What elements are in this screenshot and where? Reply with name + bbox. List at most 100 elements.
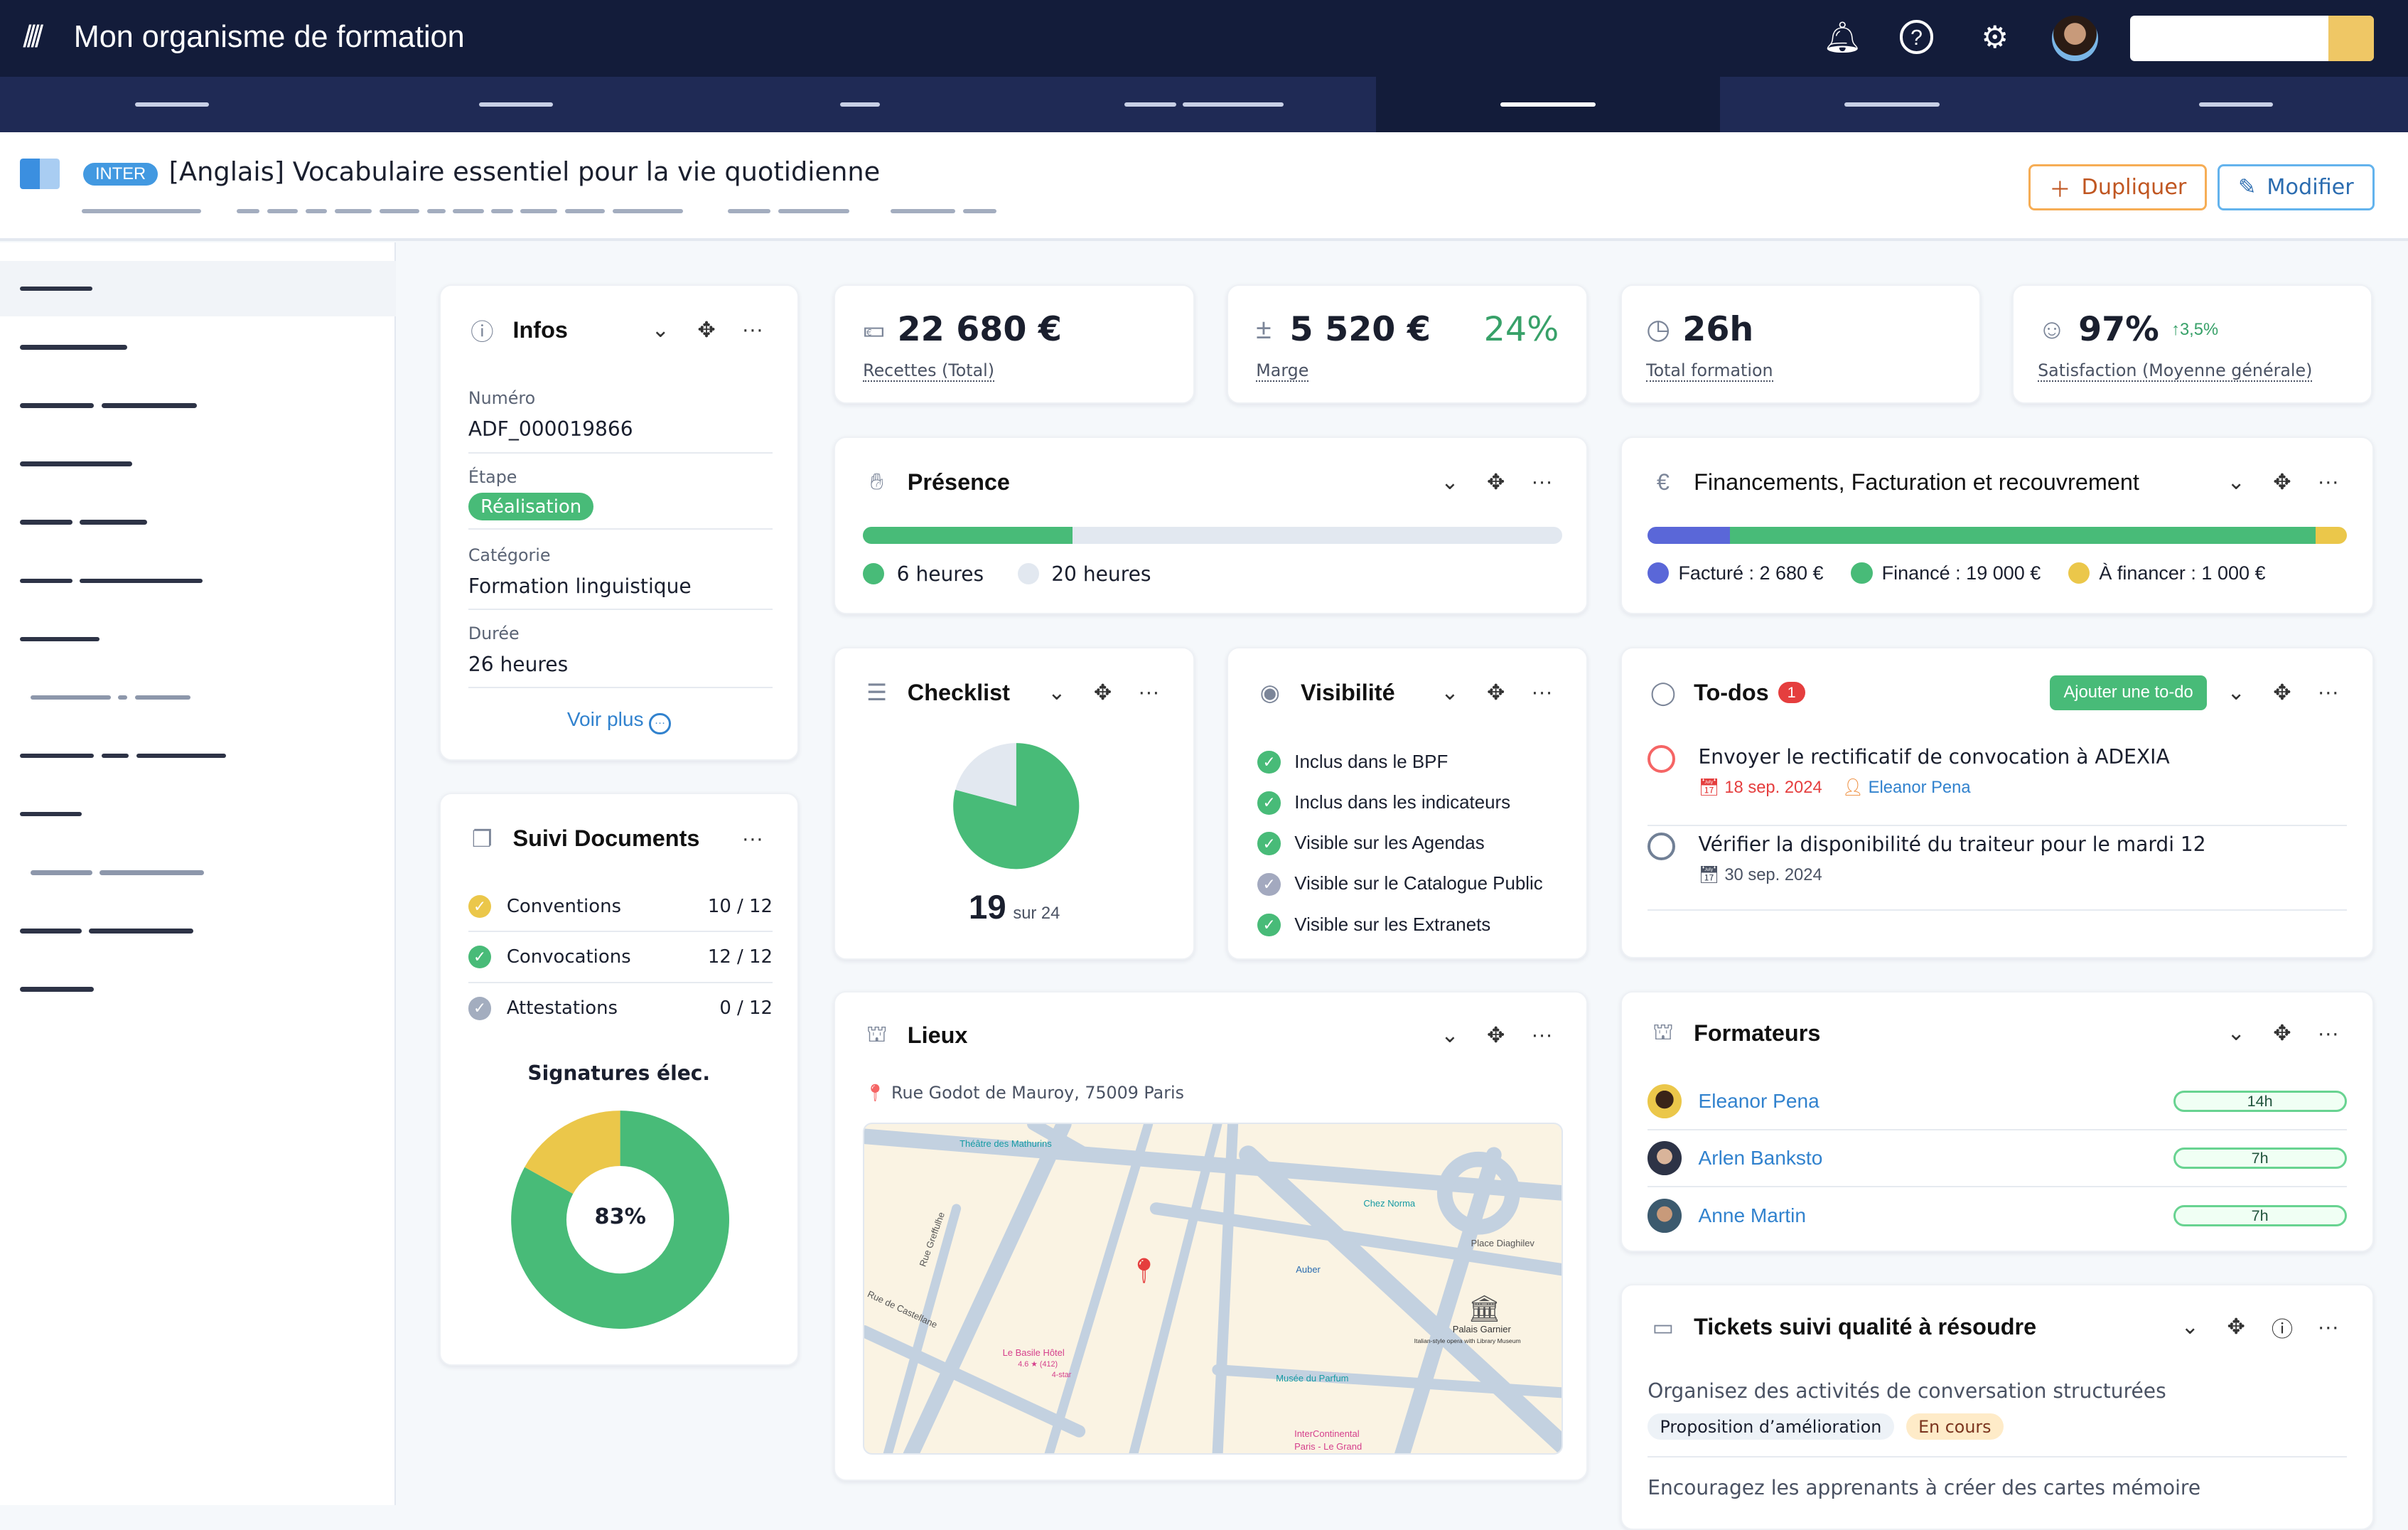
trainer-row[interactable]: Arlen Banksto 7h (1648, 1130, 2347, 1188)
move-icon[interactable]: ✥ (2273, 680, 2291, 705)
nav-tab[interactable] (1720, 77, 2064, 132)
edit-button[interactable]: ✎ Modifier (2218, 164, 2375, 210)
more-icon[interactable]: ··· (2317, 680, 2339, 705)
visibility-item[interactable]: ✓ Visible sur les Agendas (1257, 823, 1542, 864)
search-button[interactable] (2328, 15, 2375, 62)
sidebar-subitem[interactable] (0, 845, 396, 900)
todo-assignee[interactable]: Eleanor Pena (1868, 778, 1971, 798)
card-title: Lieux (907, 1022, 968, 1048)
chevron-down-icon[interactable]: ⌄ (2181, 1315, 2200, 1339)
nav-tab-active[interactable] (1375, 77, 1720, 132)
nav-tab[interactable] (344, 77, 688, 132)
visibility-item[interactable]: ✓ Visible sur le Catalogue Public (1257, 864, 1543, 904)
sidebar-item[interactable] (0, 611, 396, 667)
pie-slice-remaining (955, 743, 1017, 807)
check-icon: ✓ (468, 894, 492, 918)
help-icon[interactable]: ? (1899, 20, 1934, 54)
nav-tab[interactable] (0, 77, 344, 132)
nav-tab[interactable] (688, 77, 1032, 132)
nav-tab[interactable] (1032, 77, 1376, 132)
more-icon[interactable]: ··· (741, 826, 764, 850)
sidebar-item[interactable] (0, 553, 396, 609)
move-icon[interactable]: ✥ (697, 318, 716, 342)
map-label: InterContinental (1294, 1428, 1360, 1440)
more-icon[interactable]: ··· (2317, 1021, 2339, 1045)
chevron-down-icon[interactable]: ⌄ (651, 318, 670, 342)
trainer-name[interactable]: Eleanor Pena (1698, 1090, 1820, 1113)
more-icon[interactable]: ··· (1531, 1023, 1553, 1047)
duplicate-button[interactable]: ＋ Dupliquer (2028, 164, 2208, 210)
map-label: Paris - Le Grand (1294, 1440, 1362, 1452)
more-icon[interactable]: ··· (2317, 470, 2339, 494)
sidebar-item[interactable] (0, 261, 397, 317)
trainer-row[interactable]: Anne Martin 7h (1648, 1187, 2347, 1244)
sidebar-item[interactable] (0, 903, 396, 958)
todo-item[interactable]: Envoyer le rectificatif de convocation à… (1648, 744, 2347, 827)
kpi-label[interactable]: Total formation (1646, 360, 1773, 382)
trainer-name[interactable]: Arlen Banksto (1698, 1147, 1823, 1170)
chevron-down-icon[interactable]: ⌄ (2227, 680, 2245, 705)
trainer-name[interactable]: Anne Martin (1698, 1204, 1806, 1226)
more-icon[interactable]: ··· (2317, 1315, 2339, 1339)
map-marker-icon[interactable]: 📍︎ (1128, 1258, 1160, 1285)
sidebar-item[interactable] (0, 437, 396, 492)
sidebar-item[interactable] (0, 495, 396, 550)
user-avatar[interactable] (2051, 15, 2098, 62)
plus-minus-icon: ± (1256, 314, 1272, 345)
map-streets (864, 1124, 1562, 1454)
move-icon[interactable]: ✥ (1487, 470, 1505, 494)
sidebar-item[interactable] (0, 786, 396, 842)
move-icon[interactable]: ✥ (1093, 680, 1112, 705)
more-icon[interactable]: ··· (1531, 680, 1553, 705)
nav-tab[interactable] (2064, 77, 2408, 132)
card-title: Présence (907, 469, 1010, 495)
move-icon[interactable]: ✥ (2273, 470, 2291, 494)
chevron-down-icon[interactable]: ⌄ (1441, 470, 1459, 494)
visibility-item[interactable]: ✓ Inclus dans le BPF (1257, 742, 1542, 782)
document-row[interactable]: ✓ Conventions 10 / 12 (468, 882, 773, 933)
gear-icon[interactable]: ⚙ (1981, 21, 2009, 55)
todo-checkbox[interactable] (1648, 744, 1676, 773)
todo-checkbox[interactable] (1648, 832, 1676, 860)
info-icon[interactable]: ⓘ (2271, 1317, 2294, 1342)
more-icon[interactable]: ··· (741, 318, 764, 342)
kpi-label[interactable]: Marge (1256, 360, 1309, 382)
bell-icon[interactable]: 🔔︎ (1822, 21, 1862, 55)
sidebar-item[interactable] (0, 378, 396, 434)
document-row[interactable]: ✓ Convocations 12 / 12 (468, 932, 773, 983)
sidebar-item[interactable] (0, 962, 396, 1017)
map[interactable]: Théâtre des Mathurins Chez Norma Place D… (863, 1123, 1564, 1455)
ticket-status: En cours (1906, 1413, 2004, 1440)
sidebar-subitem[interactable] (0, 670, 396, 725)
visibility-item[interactable]: ✓ Inclus dans les indicateurs (1257, 783, 1542, 823)
ticket-item[interactable]: Encouragez les apprenants à créer des ca… (1648, 1476, 2346, 1499)
move-icon[interactable]: ✥ (1487, 1023, 1505, 1047)
visibility-item[interactable]: ✓ Visible sur les Extranets (1257, 904, 1542, 945)
kpi-label[interactable]: Recettes (Total) (863, 360, 995, 382)
move-icon[interactable]: ✥ (2273, 1022, 2291, 1046)
trainer-row[interactable]: Eleanor Pena 14h (1648, 1074, 2347, 1131)
map-label: Chez Norma (1363, 1198, 1416, 1209)
document-row[interactable]: ✓ Attestations 0 / 12 (468, 983, 773, 1034)
chevron-down-icon[interactable]: ⌄ (2227, 1022, 2245, 1046)
more-icon[interactable]: ··· (1138, 680, 1160, 705)
more-icon[interactable]: ··· (1531, 470, 1553, 494)
sidebar-item[interactable] (0, 319, 396, 375)
logo-icon[interactable]: //// (23, 20, 43, 55)
search-input[interactable] (2129, 15, 2375, 62)
monument-icon: 🏛︎ (1468, 1294, 1501, 1324)
card-title: Visibilité (1300, 679, 1395, 705)
chevron-down-icon[interactable]: ⌄ (1441, 680, 1459, 705)
ticket-item[interactable]: Organisez des activités de conversation … (1648, 1379, 2346, 1456)
chevron-down-icon[interactable]: ⌄ (1441, 1023, 1459, 1047)
todo-item[interactable]: Vérifier la disponibilité du traiteur po… (1648, 828, 2347, 911)
kpi-label[interactable]: Satisfaction (Moyenne générale) (2038, 360, 2313, 382)
sidebar-item[interactable] (0, 728, 396, 783)
chevron-down-icon[interactable]: ⌄ (1048, 680, 1066, 705)
move-icon[interactable]: ✥ (2227, 1315, 2245, 1339)
see-more-link[interactable]: Voir plus ··· (441, 708, 797, 735)
move-icon[interactable]: ✥ (1487, 680, 1505, 705)
chevron-down-icon[interactable]: ⌄ (2227, 470, 2245, 494)
kpi-marge: ±5 520 € 24% Marge (1227, 284, 1589, 405)
add-todo-button[interactable]: Ajouter une to-do (2050, 675, 2208, 711)
